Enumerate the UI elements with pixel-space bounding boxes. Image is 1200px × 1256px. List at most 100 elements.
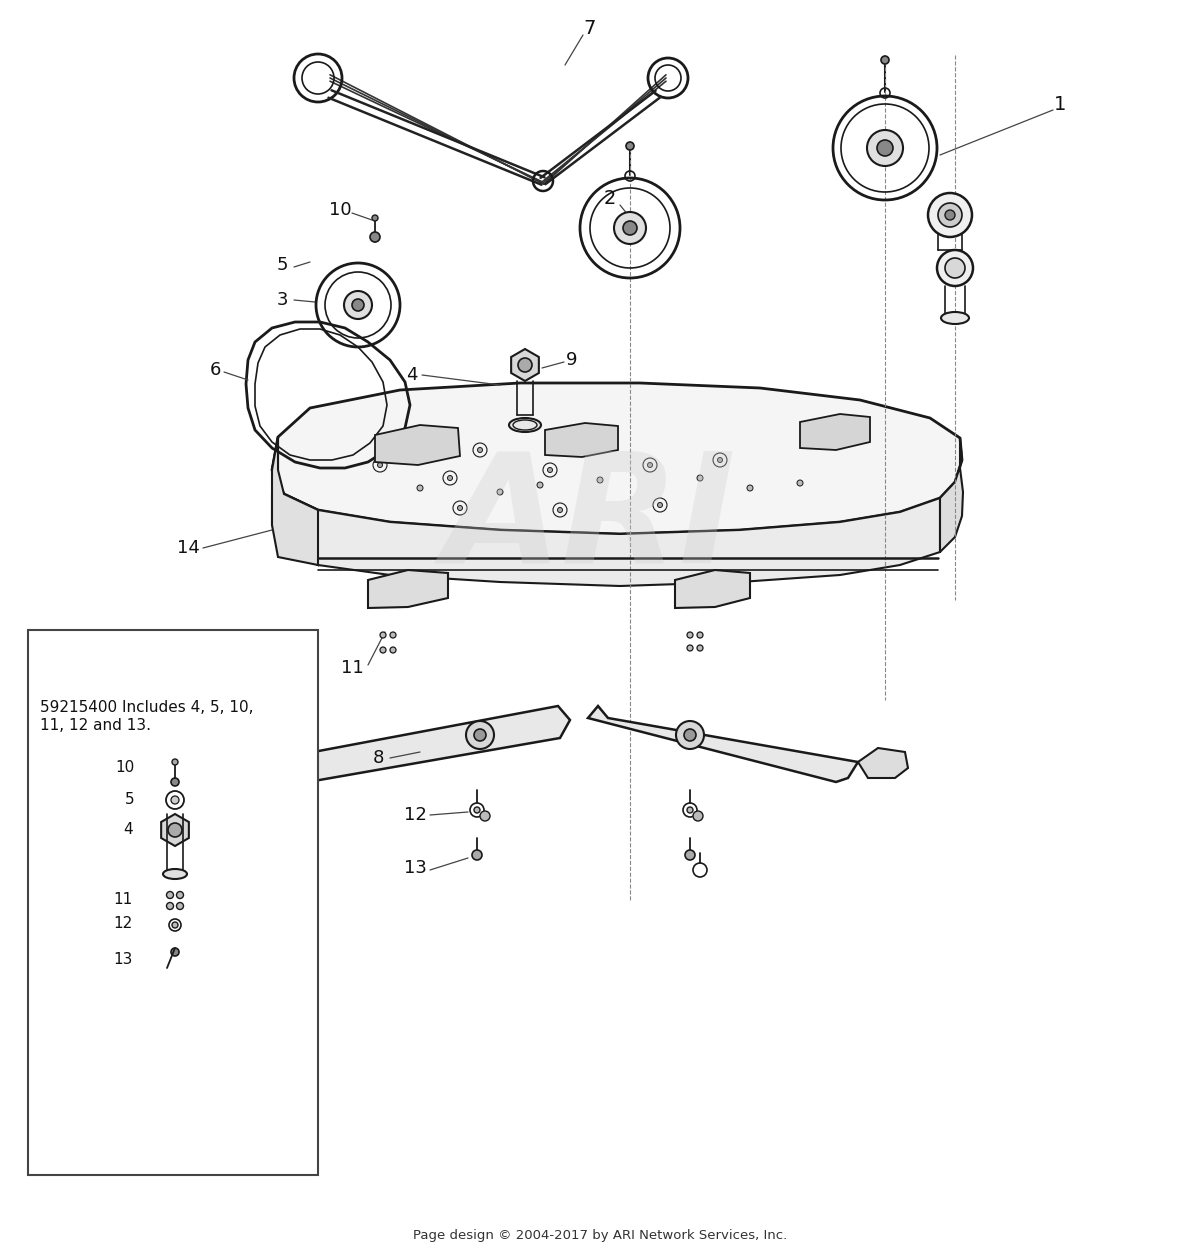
- Circle shape: [172, 777, 179, 786]
- Polygon shape: [268, 739, 308, 767]
- Polygon shape: [368, 570, 448, 608]
- Circle shape: [390, 632, 396, 638]
- Text: 10: 10: [115, 760, 134, 775]
- Circle shape: [380, 632, 386, 638]
- Polygon shape: [511, 349, 539, 381]
- Text: 12: 12: [403, 806, 426, 824]
- Text: 10: 10: [329, 201, 352, 219]
- Polygon shape: [272, 437, 318, 565]
- Circle shape: [877, 139, 893, 156]
- Circle shape: [700, 579, 707, 587]
- Polygon shape: [295, 706, 570, 782]
- Polygon shape: [588, 706, 858, 782]
- Polygon shape: [800, 414, 870, 450]
- Ellipse shape: [941, 311, 970, 324]
- Text: 14: 14: [176, 539, 199, 556]
- Circle shape: [648, 462, 653, 467]
- Polygon shape: [161, 814, 188, 847]
- Circle shape: [697, 475, 703, 481]
- Circle shape: [167, 892, 174, 898]
- Circle shape: [538, 482, 542, 489]
- Circle shape: [686, 646, 694, 651]
- Polygon shape: [272, 437, 318, 565]
- Text: 9: 9: [566, 350, 577, 369]
- Text: ARI: ARI: [444, 446, 737, 594]
- Circle shape: [881, 57, 889, 64]
- Circle shape: [172, 759, 178, 765]
- Circle shape: [676, 721, 704, 749]
- Text: 1: 1: [1054, 95, 1066, 114]
- Text: 5: 5: [276, 256, 288, 274]
- Circle shape: [928, 193, 972, 237]
- Circle shape: [378, 462, 383, 467]
- Polygon shape: [284, 494, 940, 587]
- Circle shape: [370, 232, 380, 242]
- Circle shape: [167, 903, 174, 909]
- Circle shape: [377, 583, 384, 589]
- Circle shape: [937, 250, 973, 286]
- Circle shape: [700, 594, 707, 600]
- Polygon shape: [858, 749, 908, 777]
- Circle shape: [684, 728, 696, 741]
- Circle shape: [946, 257, 965, 278]
- Circle shape: [686, 632, 694, 638]
- Circle shape: [614, 212, 646, 244]
- Circle shape: [684, 583, 690, 589]
- Circle shape: [172, 796, 179, 804]
- Polygon shape: [374, 425, 460, 465]
- Circle shape: [176, 903, 184, 909]
- Circle shape: [547, 467, 552, 472]
- Circle shape: [474, 728, 486, 741]
- Circle shape: [448, 476, 452, 481]
- Circle shape: [474, 808, 480, 813]
- Text: 5: 5: [125, 793, 134, 808]
- Circle shape: [697, 646, 703, 651]
- Text: 59215400 Includes 4, 5, 10,: 59215400 Includes 4, 5, 10,: [40, 700, 253, 715]
- Bar: [28, 631, 318, 1176]
- Circle shape: [168, 823, 182, 836]
- Circle shape: [497, 489, 503, 495]
- Text: 3: 3: [276, 291, 288, 309]
- Text: 13: 13: [403, 859, 426, 877]
- Circle shape: [626, 142, 634, 149]
- Circle shape: [380, 647, 386, 653]
- Circle shape: [472, 850, 482, 860]
- Text: 11, 12 and 13.: 11, 12 and 13.: [40, 718, 151, 734]
- Circle shape: [372, 215, 378, 221]
- Circle shape: [418, 485, 424, 491]
- Text: 6: 6: [209, 360, 221, 379]
- Circle shape: [938, 203, 962, 227]
- Circle shape: [518, 358, 532, 372]
- Circle shape: [377, 597, 384, 603]
- Circle shape: [176, 892, 184, 898]
- Circle shape: [746, 485, 754, 491]
- Circle shape: [392, 579, 400, 587]
- Circle shape: [352, 299, 364, 311]
- Circle shape: [866, 131, 904, 166]
- Polygon shape: [674, 570, 750, 608]
- Circle shape: [623, 221, 637, 235]
- Circle shape: [685, 850, 695, 860]
- Circle shape: [658, 502, 662, 507]
- Circle shape: [694, 811, 703, 821]
- Circle shape: [480, 811, 490, 821]
- Circle shape: [172, 922, 178, 928]
- Circle shape: [684, 597, 690, 603]
- Circle shape: [598, 477, 604, 484]
- Circle shape: [392, 594, 400, 600]
- Circle shape: [697, 632, 703, 638]
- Text: 4: 4: [124, 823, 133, 838]
- Circle shape: [172, 948, 179, 956]
- Text: Page design © 2004-2017 by ARI Network Services, Inc.: Page design © 2004-2017 by ARI Network S…: [413, 1228, 787, 1241]
- Circle shape: [946, 210, 955, 220]
- Circle shape: [558, 507, 563, 512]
- Text: 2: 2: [604, 188, 616, 207]
- Circle shape: [686, 808, 694, 813]
- Circle shape: [478, 447, 482, 452]
- Text: 7: 7: [584, 19, 596, 38]
- Polygon shape: [545, 423, 618, 457]
- Ellipse shape: [163, 869, 187, 879]
- Text: 11: 11: [341, 659, 364, 677]
- Text: 13: 13: [114, 952, 133, 967]
- Text: 8: 8: [372, 749, 384, 767]
